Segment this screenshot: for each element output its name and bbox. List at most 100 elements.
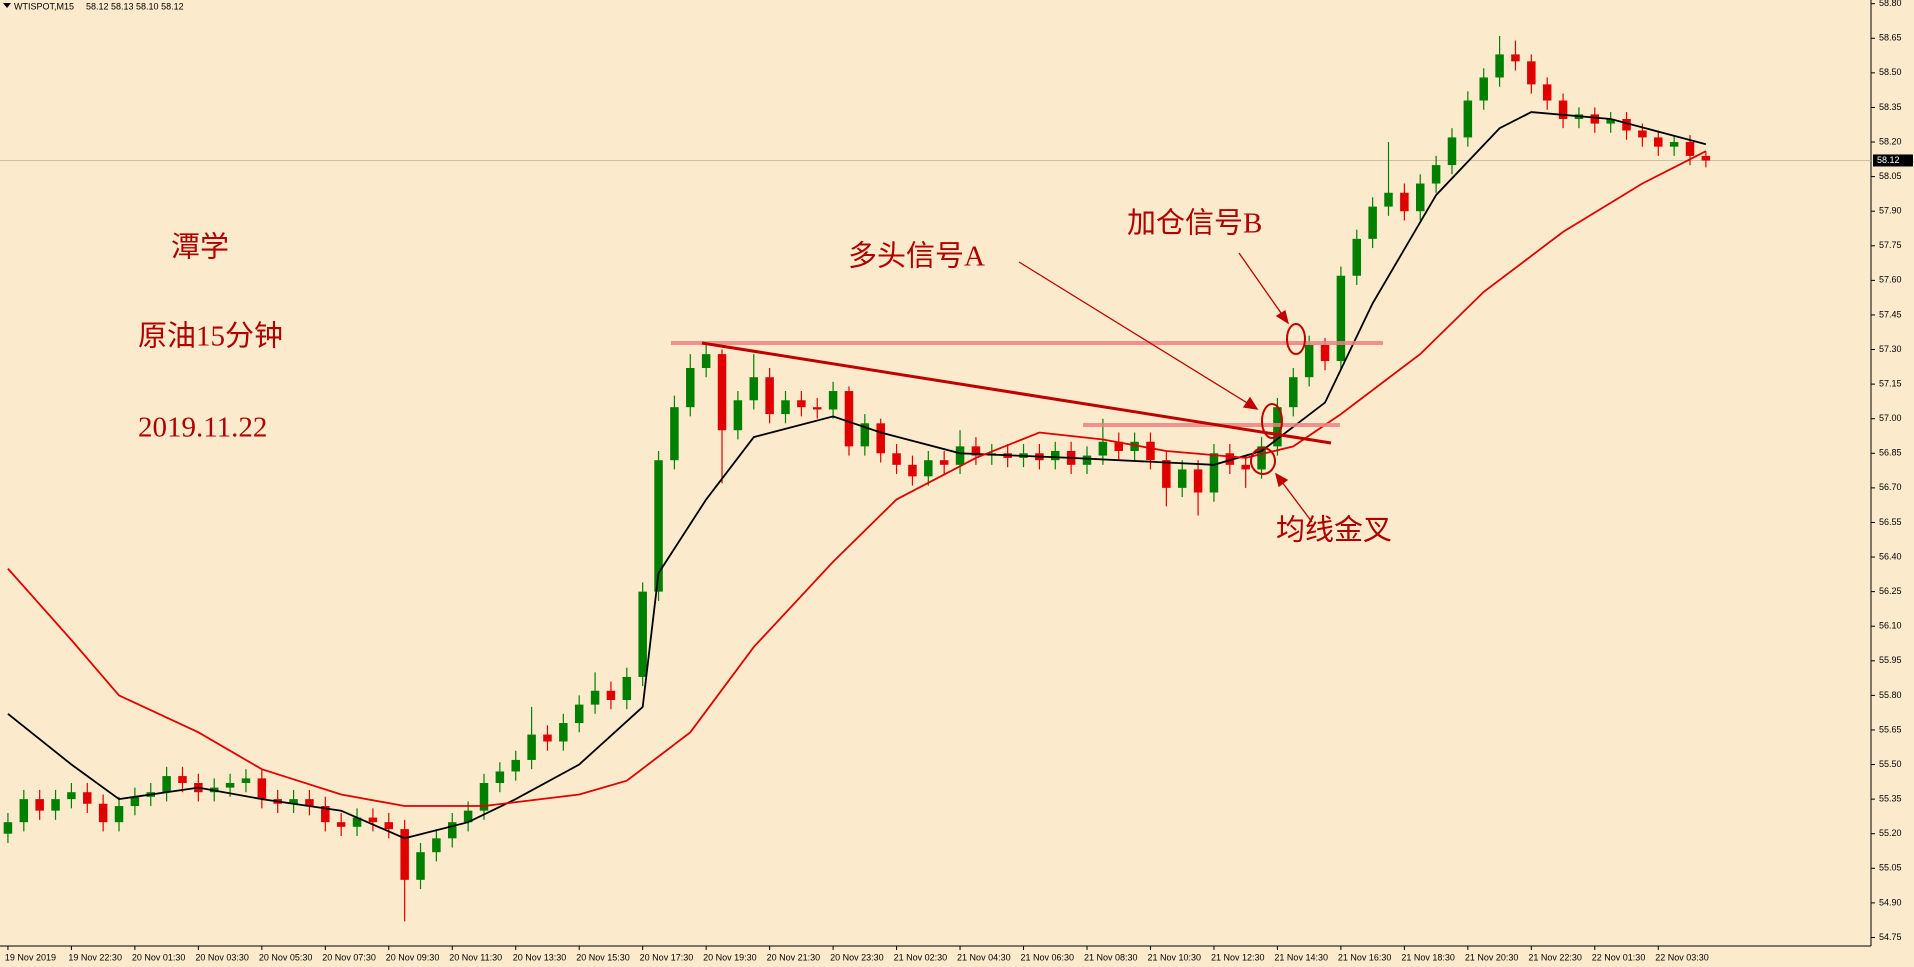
x-tick-label: 21 Nov 14:30 [1274, 952, 1328, 962]
menu-arrow[interactable] [3, 3, 11, 8]
annotation: 多头信号A [848, 240, 985, 273]
candle-body [1352, 238, 1362, 276]
candle-body [1558, 100, 1568, 119]
candle-body [812, 407, 822, 410]
candle-body [1241, 464, 1250, 470]
x-tick-label: 21 Nov 02:30 [894, 952, 948, 962]
candle-body [1701, 155, 1711, 161]
x-tick-label: 20 Nov 03:30 [195, 952, 249, 962]
last-price-label: 58.12 [1877, 155, 1900, 165]
candle-body [1669, 142, 1679, 147]
x-tick-label: 20 Nov 13:30 [513, 952, 567, 962]
x-tick-label: 20 Nov 23:30 [830, 952, 884, 962]
x-tick-label: 21 Nov 08:30 [1084, 952, 1138, 962]
y-tick-label: 57.00 [1879, 413, 1902, 423]
candle-body [479, 782, 489, 811]
y-tick-label: 57.15 [1879, 378, 1902, 388]
y-tick-label: 56.85 [1879, 448, 1902, 458]
candle-body [1225, 453, 1235, 465]
candle-body [1511, 54, 1520, 62]
candle-body [622, 676, 632, 700]
y-tick-label: 58.50 [1879, 67, 1902, 77]
candle-body [1495, 54, 1504, 78]
y-tick-label: 55.50 [1879, 759, 1902, 769]
candle-body [416, 852, 425, 880]
candle-body [1415, 183, 1425, 212]
candle-body [1146, 441, 1155, 461]
y-tick-label: 58.80 [1879, 0, 1902, 8]
candle-body [527, 734, 536, 760]
signal-circle [1286, 323, 1306, 355]
candle-body [717, 354, 727, 431]
annotation-drawings [671, 252, 1383, 523]
candle-body [400, 829, 409, 880]
candle-body [892, 453, 901, 465]
candle-body [1193, 469, 1203, 493]
candle-body [1447, 137, 1457, 166]
candle-body [1114, 441, 1123, 451]
x-tick-label: 20 Nov 09:30 [386, 952, 440, 962]
x-tick-label: 22 Nov 01:30 [1592, 952, 1646, 962]
y-tick-label: 58.35 [1879, 102, 1902, 112]
y-tick-label: 57.30 [1879, 344, 1902, 354]
candle-body [828, 391, 838, 410]
x-tick-label: 20 Nov 15:30 [576, 952, 630, 962]
y-tick-label: 56.10 [1879, 621, 1902, 631]
candle-body [1289, 377, 1298, 408]
candle-body [19, 799, 29, 823]
candle-body [1130, 441, 1139, 451]
moving-average [7, 111, 1707, 840]
candle-body [1384, 192, 1393, 207]
candle-body [1527, 61, 1536, 85]
y-tick-label: 57.60 [1879, 275, 1902, 285]
x-tick-label: 21 Nov 22:30 [1528, 952, 1582, 962]
y-tick-label: 56.55 [1879, 517, 1902, 527]
x-tick-label: 20 Nov 05:30 [259, 952, 313, 962]
candle-body [860, 423, 870, 447]
candle-body [654, 460, 663, 592]
candle-body [559, 723, 568, 742]
candle-body [1320, 344, 1330, 362]
candle-body [257, 778, 267, 800]
candle-body [765, 377, 774, 415]
x-tick-label: 20 Nov 17:30 [640, 952, 694, 962]
candle-body [1336, 275, 1346, 362]
candle-body [1463, 100, 1473, 138]
candle-body [67, 792, 76, 800]
candle-body [606, 690, 616, 700]
x-tick-label: 21 Nov 12:30 [1211, 952, 1265, 962]
candle-body [352, 817, 362, 827]
y-tick-label: 55.95 [1879, 655, 1902, 665]
candle-body [590, 690, 600, 705]
x-tick-label: 21 Nov 10:30 [1147, 952, 1201, 962]
trend-line [701, 341, 1332, 445]
x-tick-label: 21 Nov 04:30 [957, 952, 1011, 962]
candle-body [1654, 137, 1663, 147]
candle-body [98, 803, 108, 823]
y-tick-label: 58.20 [1879, 136, 1902, 146]
candle-body [114, 806, 124, 823]
x-tick-label: 19 Nov 22:30 [68, 952, 122, 962]
y-tick-label: 55.35 [1879, 794, 1902, 804]
candle-body [701, 354, 711, 368]
candle-body [130, 796, 140, 807]
x-tick-label: 20 Nov 11:30 [449, 952, 502, 962]
candle-body [939, 460, 949, 465]
candle-body [1606, 118, 1615, 124]
candle-body [1082, 455, 1092, 465]
candle-body [638, 591, 647, 677]
candle-body [1542, 84, 1552, 101]
y-tick-label: 54.75 [1879, 932, 1902, 942]
x-tick-label: 21 Nov 16:30 [1338, 952, 1392, 962]
candle-body [844, 391, 854, 447]
candle-body [574, 704, 584, 724]
candle-body [225, 782, 235, 788]
candle-body [1257, 446, 1266, 470]
candle-body [51, 799, 60, 811]
candle-body [1431, 165, 1441, 184]
candle-body [908, 464, 917, 477]
candle-body [1638, 130, 1647, 138]
annotation: 均线金叉 [1276, 514, 1392, 547]
candle-body [305, 799, 314, 807]
